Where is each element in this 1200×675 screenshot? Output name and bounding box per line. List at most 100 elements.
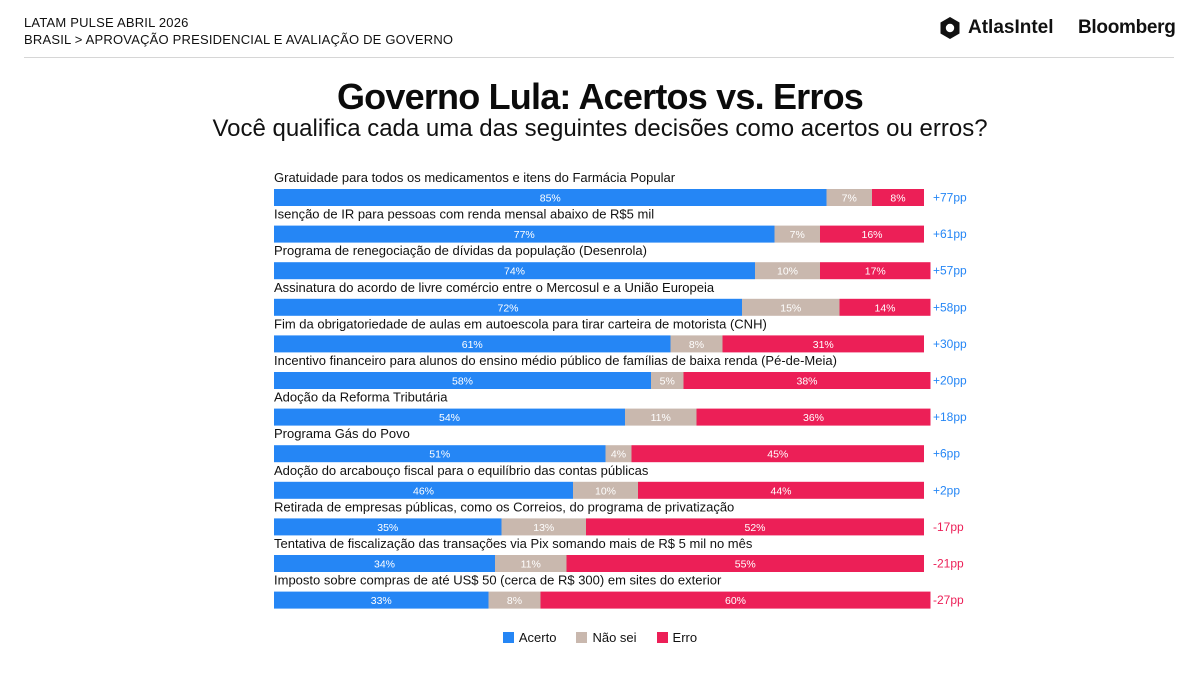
bar-segment-acerto [274,372,651,389]
bar-segment-erro [839,298,931,316]
category-label: Assinatura do acordo de livre comércio e… [274,280,715,295]
bar-segment-erro [586,518,924,536]
bar-segment-erro [872,189,924,206]
bar-segment-nao-sei [501,518,586,536]
bar-segment-erro [540,591,931,609]
data-label-acerto: 85% [540,193,561,205]
bar-segment-acerto [274,408,625,426]
bar-segment-acerto [274,591,489,609]
bar-segment-acerto [274,262,755,280]
data-label-erro: 17% [865,266,886,278]
category-label: Programa Gás do Povo [274,426,410,441]
data-label-nao-sei: 8% [689,339,704,351]
difference-label: -21pp [933,557,964,571]
bar-segment-acerto [274,225,775,243]
bar-segment-nao-sei [573,481,638,499]
chart-subtitle: Você qualifica cada uma das seguintes de… [212,115,988,142]
difference-label: +30pp [933,337,967,351]
data-label-nao-sei: 15% [780,302,801,314]
difference-label: +57pp [933,264,967,278]
category-label: Programa de renegociação de dívidas da p… [274,243,647,258]
data-label-acerto: 54% [439,412,460,424]
chart-title: Governo Lula: Acertos vs. Erros [336,76,864,117]
data-label-erro: 52% [744,522,765,534]
bar-segment-nao-sei [670,335,723,353]
data-label-nao-sei: 13% [533,522,554,534]
data-label-acerto: 35% [377,522,398,534]
data-label-erro: 38% [796,376,817,388]
difference-label: -27pp [933,593,964,607]
category-label: Retirada de empresas públicas, como os C… [274,499,734,514]
bar-segment-erro [722,335,924,353]
category-label: Imposto sobre compras de até US$ 50 (cer… [274,573,722,588]
data-label-nao-sei: 8% [507,595,522,607]
bar-segment-nao-sei [625,408,697,426]
data-label-nao-sei: 5% [660,376,675,388]
bar-segment-acerto [274,555,495,572]
difference-label: +20pp [933,374,967,388]
legend-swatch-nao-sei [576,632,588,643]
data-label-nao-sei: 11% [521,559,541,571]
bar-segment-nao-sei [495,555,567,572]
bar-segment-acerto [274,518,502,536]
difference-label: +18pp [933,410,967,424]
bar-segment-acerto [274,189,827,206]
data-label-erro: 8% [890,193,905,205]
category-label: Gratuidade para todos os medicamentos e … [274,170,676,185]
report-breadcrumb: BRASIL > APROVAÇÃO PRESIDENCIAL E AVALIA… [24,32,454,47]
legend-item-acerto: Acerto [502,630,556,645]
bar-segment-acerto [274,335,671,353]
category-label: Fim da obrigatoriedade de aulas em autoe… [274,316,767,331]
bar-segment-erro [631,445,924,463]
difference-label: +6pp [933,447,960,461]
difference-label: -17pp [933,520,964,534]
bar-segment-nao-sei [826,189,872,206]
data-label-erro: 60% [725,595,746,607]
bar-segment-erro [820,262,931,280]
data-label-acerto: 61% [462,339,483,351]
category-label: Tentativa de fiscalização das transações… [274,536,753,551]
bar-segment-nao-sei [488,591,541,609]
legend-item-nao-sei: Não sei [576,630,637,645]
difference-label: +2pp [933,483,960,497]
header-divider [24,57,1174,58]
category-label: Incentivo financeiro para alunos do ensi… [274,353,837,368]
legend-swatch-erro [656,632,668,643]
atlasintel-mark-icon [940,17,960,39]
bar-segment-nao-sei [774,225,820,243]
data-label-acerto: 77% [514,229,535,241]
data-label-acerto: 34% [374,559,395,571]
data-label-erro: 45% [767,449,788,461]
bar-segment-erro [566,555,924,572]
bar-segment-nao-sei [755,262,820,280]
data-label-erro: 36% [803,412,824,424]
bar-segment-erro [683,372,931,389]
bar-segment-acerto [274,298,742,316]
data-label-erro: 55% [735,559,756,571]
bar-segment-erro [820,225,924,243]
legend-label-erro: Erro [672,630,698,645]
bar-segment-nao-sei [651,372,684,389]
legend-item-erro: Erro [656,630,698,645]
data-label-erro: 31% [813,339,834,351]
bar-segment-nao-sei [605,445,632,463]
difference-label: +61pp [933,227,967,241]
data-label-erro: 16% [861,229,882,241]
atlasintel-logo: AtlasIntel [938,16,1054,40]
data-label-acerto: 72% [497,302,518,314]
bar-segment-acerto [274,481,573,499]
bar-segment-erro [696,408,931,426]
data-label-nao-sei: 4% [611,449,626,461]
report-series-label: LATAM PULSE ABRIL 2026 [24,15,189,30]
legend-label-nao-sei: Não sei [592,630,637,645]
data-label-acerto: 33% [371,595,392,607]
category-label: Adoção da Reforma Tributária [274,390,448,405]
data-label-nao-sei: 10% [777,266,798,278]
data-label-nao-sei: 11% [651,412,671,424]
data-label-acerto: 58% [452,376,473,388]
category-label: Isenção de IR para pessoas com renda men… [274,207,654,222]
data-label-nao-sei: 7% [790,229,805,241]
data-label-erro: 44% [770,485,791,497]
bar-segment-erro [638,481,924,499]
